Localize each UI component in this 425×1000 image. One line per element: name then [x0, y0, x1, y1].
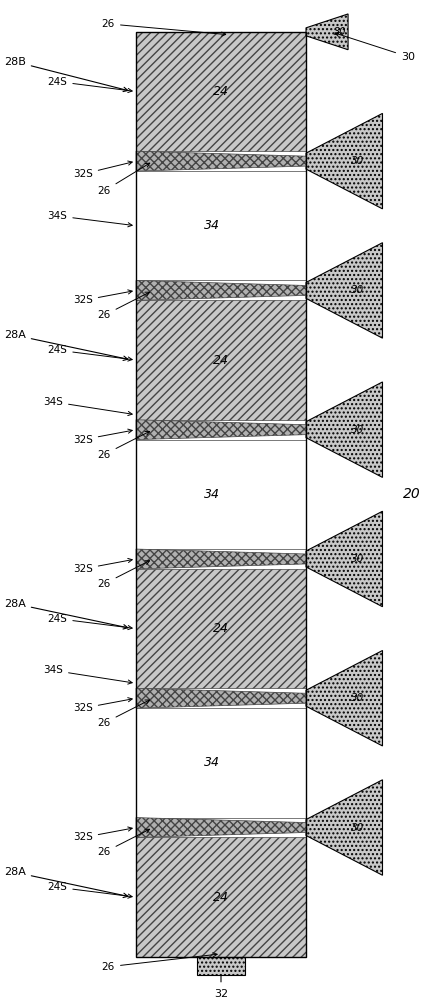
Polygon shape — [306, 382, 382, 477]
Text: 26: 26 — [102, 953, 217, 972]
Text: 34: 34 — [204, 756, 220, 769]
Text: 30: 30 — [334, 27, 347, 37]
Text: 34: 34 — [204, 219, 220, 232]
Text: 28A: 28A — [4, 330, 128, 360]
Text: 28A: 28A — [4, 599, 128, 629]
Text: 32: 32 — [214, 989, 228, 999]
Bar — [136, 440, 306, 549]
Bar — [197, 957, 245, 975]
Text: 28B: 28B — [4, 57, 128, 92]
Text: 26: 26 — [97, 292, 150, 320]
Bar — [136, 837, 306, 957]
Text: 24S: 24S — [48, 77, 132, 93]
Text: 30: 30 — [351, 285, 365, 295]
Polygon shape — [306, 243, 382, 338]
Text: 26: 26 — [97, 163, 150, 196]
Polygon shape — [306, 113, 382, 209]
Text: 34S: 34S — [43, 665, 132, 684]
Text: 24: 24 — [213, 85, 229, 98]
Text: 24: 24 — [213, 891, 229, 904]
Text: 30: 30 — [351, 156, 365, 166]
Text: 24S: 24S — [48, 345, 132, 361]
Bar — [136, 300, 306, 420]
Polygon shape — [136, 818, 306, 837]
Polygon shape — [136, 549, 306, 569]
Polygon shape — [136, 420, 306, 440]
Polygon shape — [136, 151, 306, 171]
Text: 34S: 34S — [43, 397, 132, 416]
Text: 24: 24 — [213, 622, 229, 635]
Text: 32S: 32S — [73, 558, 132, 574]
Bar — [136, 569, 306, 688]
Text: 32S: 32S — [73, 429, 132, 445]
Text: 30: 30 — [351, 823, 365, 833]
Bar — [136, 171, 306, 280]
Polygon shape — [306, 780, 382, 875]
Text: 30: 30 — [351, 693, 365, 703]
Polygon shape — [306, 650, 382, 746]
Text: 30: 30 — [351, 554, 365, 564]
Polygon shape — [306, 14, 348, 50]
Text: 32S: 32S — [73, 698, 132, 713]
Text: 30: 30 — [351, 425, 365, 435]
Text: 32S: 32S — [73, 827, 132, 842]
Polygon shape — [136, 688, 306, 708]
Text: 32S: 32S — [73, 161, 132, 179]
Bar — [136, 32, 306, 957]
Text: 28A: 28A — [4, 867, 128, 898]
Bar — [136, 708, 306, 818]
Bar — [136, 32, 306, 151]
Polygon shape — [306, 511, 382, 607]
Text: 24S: 24S — [48, 882, 132, 898]
Text: 20: 20 — [403, 487, 421, 501]
Text: 30: 30 — [335, 32, 415, 62]
Polygon shape — [136, 280, 306, 300]
Text: 34S: 34S — [48, 211, 132, 227]
Text: 24: 24 — [213, 354, 229, 367]
Text: 26: 26 — [97, 561, 150, 589]
Text: 26: 26 — [97, 700, 150, 728]
Text: 32S: 32S — [73, 290, 132, 305]
Text: 34: 34 — [204, 488, 220, 501]
Text: 26: 26 — [102, 19, 226, 36]
Text: 24S: 24S — [48, 614, 132, 630]
Text: 26: 26 — [97, 829, 150, 857]
Text: 26: 26 — [97, 431, 150, 460]
